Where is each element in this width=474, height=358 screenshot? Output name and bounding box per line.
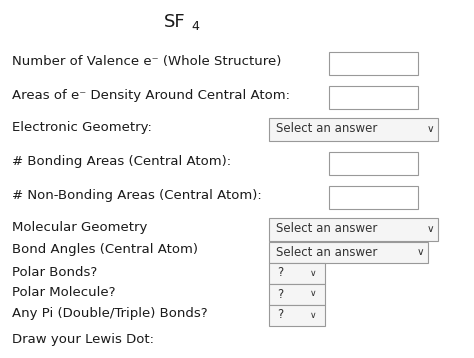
Text: SF: SF — [164, 13, 186, 31]
Text: Areas of e⁻ Density Around Central Atom:: Areas of e⁻ Density Around Central Atom: — [12, 90, 290, 102]
Text: ?: ? — [277, 309, 283, 321]
Text: ∨: ∨ — [416, 247, 424, 257]
Text: ∨: ∨ — [426, 224, 434, 234]
Text: Select an answer: Select an answer — [276, 122, 377, 135]
FancyBboxPatch shape — [270, 305, 326, 325]
Text: # Bonding Areas (Central Atom):: # Bonding Areas (Central Atom): — [12, 155, 231, 169]
Text: Number of Valence e⁻ (Whole Structure): Number of Valence e⁻ (Whole Structure) — [12, 55, 282, 68]
FancyBboxPatch shape — [270, 262, 326, 284]
Text: Bond Angles (Central Atom): Bond Angles (Central Atom) — [12, 243, 198, 256]
Text: ∨: ∨ — [310, 290, 316, 299]
Text: ∨: ∨ — [310, 310, 316, 319]
Text: Select an answer: Select an answer — [276, 223, 377, 236]
Text: Draw your Lewis Dot:: Draw your Lewis Dot: — [12, 334, 154, 347]
FancyBboxPatch shape — [270, 242, 428, 262]
FancyBboxPatch shape — [270, 117, 438, 140]
FancyBboxPatch shape — [329, 151, 419, 174]
Text: Electronic Geometry:: Electronic Geometry: — [12, 121, 152, 135]
FancyBboxPatch shape — [329, 86, 419, 108]
Text: Any Pi (Double/Triple) Bonds?: Any Pi (Double/Triple) Bonds? — [12, 308, 208, 320]
Text: ?: ? — [277, 287, 283, 300]
Text: # Non-Bonding Areas (Central Atom):: # Non-Bonding Areas (Central Atom): — [12, 189, 262, 203]
Text: ∨: ∨ — [426, 124, 434, 134]
FancyBboxPatch shape — [270, 218, 438, 241]
Text: Molecular Geometry: Molecular Geometry — [12, 222, 147, 234]
Text: Polar Bonds?: Polar Bonds? — [12, 266, 97, 279]
Text: Polar Molecule?: Polar Molecule? — [12, 286, 116, 300]
FancyBboxPatch shape — [270, 284, 326, 305]
Text: ?: ? — [277, 266, 283, 280]
FancyBboxPatch shape — [329, 52, 419, 74]
Text: ∨: ∨ — [310, 268, 316, 277]
Text: Select an answer: Select an answer — [276, 246, 377, 258]
FancyBboxPatch shape — [329, 185, 419, 208]
Text: 4: 4 — [191, 20, 199, 34]
